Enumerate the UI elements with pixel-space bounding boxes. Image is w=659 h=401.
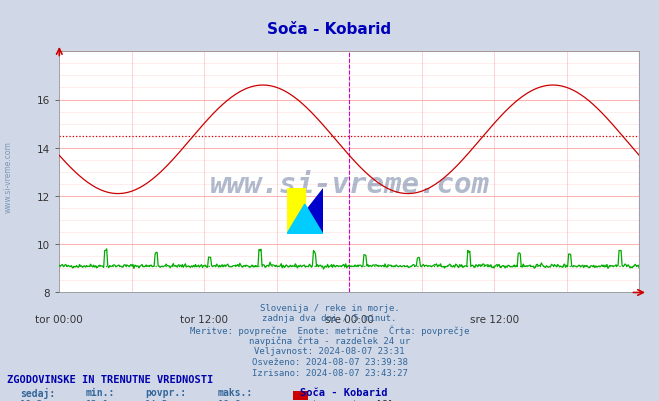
- Polygon shape: [287, 205, 323, 235]
- Text: navpična črta - razdelek 24 ur: navpična črta - razdelek 24 ur: [249, 335, 410, 345]
- Text: 12,1: 12,1: [86, 399, 109, 401]
- Text: sedaj:: sedaj:: [20, 387, 55, 397]
- Text: povpr.:: povpr.:: [145, 387, 186, 397]
- Text: Osveženo: 2024-08-07 23:39:38: Osveženo: 2024-08-07 23:39:38: [252, 357, 407, 366]
- Text: Slovenija / reke in morje.: Slovenija / reke in morje.: [260, 303, 399, 312]
- Text: tor 12:00: tor 12:00: [181, 314, 228, 324]
- Text: Soča - Kobarid: Soča - Kobarid: [300, 387, 387, 397]
- Text: maks.:: maks.:: [217, 387, 252, 397]
- Text: Izrisano: 2024-08-07 23:43:27: Izrisano: 2024-08-07 23:43:27: [252, 368, 407, 377]
- Text: Meritve: povprečne  Enote: metrične  Črta: povprečje: Meritve: povprečne Enote: metrične Črta:…: [190, 324, 469, 335]
- Text: 14,5: 14,5: [145, 399, 169, 401]
- Text: tor 00:00: tor 00:00: [36, 314, 83, 324]
- Text: ZGODOVINSKE IN TRENUTNE VREDNOSTI: ZGODOVINSKE IN TRENUTNE VREDNOSTI: [7, 374, 213, 384]
- Text: 16,2: 16,2: [20, 399, 43, 401]
- Text: Veljavnost: 2024-08-07 23:31: Veljavnost: 2024-08-07 23:31: [254, 346, 405, 355]
- Polygon shape: [287, 188, 323, 235]
- Text: zadnja dva dni / 5 minut.: zadnja dva dni / 5 minut.: [262, 314, 397, 322]
- Text: www.si-vreme.com: www.si-vreme.com: [4, 141, 13, 212]
- Text: sre 12:00: sre 12:00: [470, 314, 519, 324]
- Text: Soča - Kobarid: Soča - Kobarid: [268, 22, 391, 37]
- Bar: [287, 188, 304, 235]
- Text: sre 00:00: sre 00:00: [325, 314, 374, 324]
- Text: 16,6: 16,6: [217, 399, 241, 401]
- Text: www.si-vreme.com: www.si-vreme.com: [210, 170, 489, 198]
- Text: min.:: min.:: [86, 387, 115, 397]
- Text: temperatura[C]: temperatura[C]: [311, 399, 393, 401]
